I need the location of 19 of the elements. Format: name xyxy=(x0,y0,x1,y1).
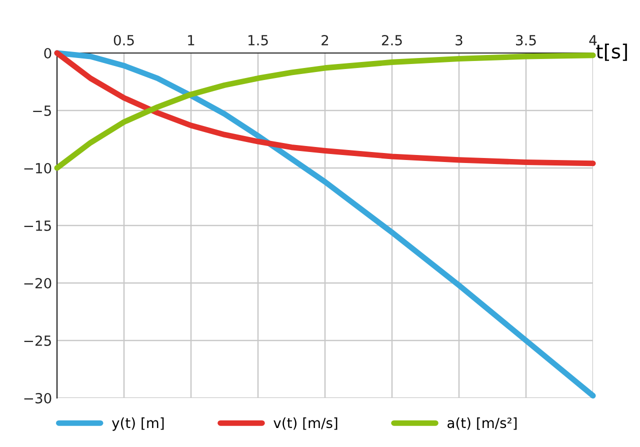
x-tick-label: 2.5 xyxy=(382,34,402,46)
y-tick-label: −20 xyxy=(24,278,52,288)
y-tick-label: 0 xyxy=(44,48,52,58)
x-tick-label: 4 xyxy=(589,35,597,46)
legend-label: v(t) [m/s] xyxy=(274,417,338,430)
x-axis-title: t[s] xyxy=(596,44,627,61)
x-tick-label: 3.5 xyxy=(516,34,536,46)
y-tick-label: −15 xyxy=(24,220,51,231)
x-tick-label: 1 xyxy=(188,35,194,46)
x-tick-label: 3 xyxy=(456,34,462,46)
legend-label: y(t) [m] xyxy=(112,417,164,431)
x-tick-label: 1.5 xyxy=(248,35,268,46)
x-tick-label: 0.5 xyxy=(114,34,134,46)
y-tick-label: −30 xyxy=(24,392,52,404)
legend-label: a(t) [m/s²] xyxy=(448,417,517,430)
y-tick-label: −5 xyxy=(33,106,51,116)
y-tick-label: −10 xyxy=(24,162,52,174)
x-tick-label: 2 xyxy=(322,34,328,46)
y-tick-label: −25 xyxy=(24,335,51,346)
